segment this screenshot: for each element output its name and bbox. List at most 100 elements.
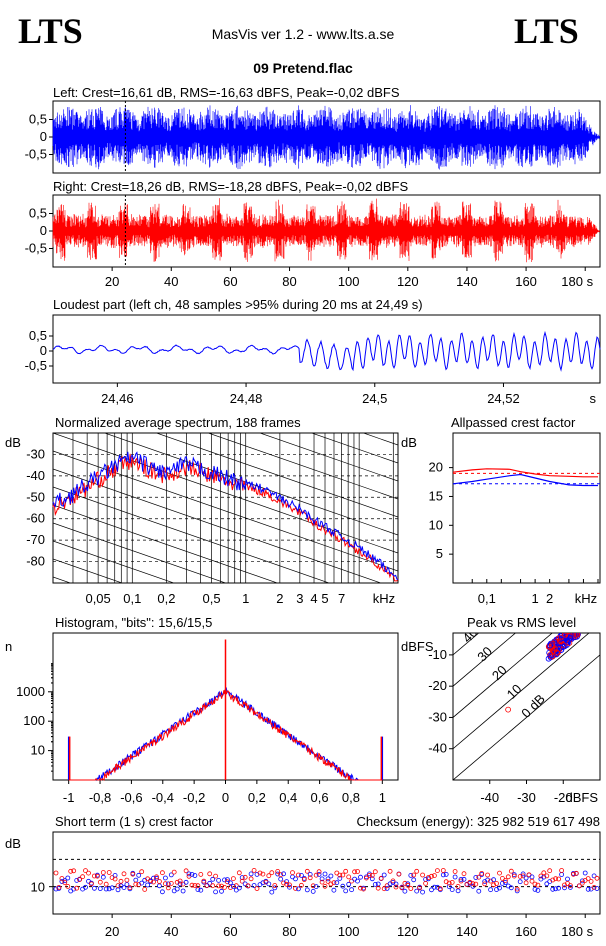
short-crest-right-point (594, 875, 600, 881)
loudest-part-frame (52, 314, 601, 384)
short-crest-right-point (556, 876, 561, 882)
short-crest-right-point (429, 873, 434, 879)
waveform-xtick-label: 160 (515, 274, 537, 289)
short-crest-right-point (387, 868, 393, 874)
short-crest-left-point (420, 889, 426, 895)
waveform-xtick-label: 120 (397, 274, 419, 289)
short-crest-right-point (165, 885, 171, 891)
short-crest-right-point (446, 880, 452, 886)
spectrum-xtick-label: 3 (296, 591, 303, 606)
short-crest-left-point (174, 886, 180, 892)
short-crest-right-point (269, 870, 275, 876)
short-crest-right-point (77, 877, 82, 882)
short-crest-right-point (310, 883, 316, 889)
short-crest-left-point (562, 885, 567, 891)
short-crest-right-point (159, 870, 165, 876)
short-crest-left-point (313, 884, 319, 889)
short-crest-left-point (559, 872, 564, 877)
short-crest-left-point (266, 881, 272, 887)
short-crest-right-point (298, 882, 304, 888)
short-crest-left-point (497, 885, 502, 891)
short-crest-left-point (511, 872, 517, 878)
right-channel-title: Right: Crest=18,26 dB, RMS=-18,28 dBFS, … (53, 179, 408, 194)
short-crest-right-point (390, 878, 396, 884)
short-crest-left-point (529, 874, 535, 880)
crest-ytick-label: 20 (429, 460, 443, 475)
short-crest-left-point (109, 885, 115, 891)
short-crest-right-point (133, 881, 139, 887)
short-crest-left-point (556, 885, 561, 891)
waveform-xtick-label: 140 (456, 274, 478, 289)
spectrum-diagonal-line (53, 450, 398, 572)
crest-ylabel: dB (401, 435, 417, 450)
spectrum-xtick-label: 0,5 (203, 591, 221, 606)
short-crest-left-point (340, 883, 346, 889)
short-crest-right-point (502, 878, 508, 883)
short-crest-right-point (431, 873, 437, 878)
short-crest-left-point (224, 877, 230, 882)
loudest-ytick-label: 0 (40, 343, 47, 358)
short-crest-left-point (83, 884, 88, 890)
peak-rms-xlabel: dBFS (565, 790, 598, 805)
short-crest-right-point (544, 873, 550, 879)
spectrum-xtick-unit: kHz (373, 591, 395, 606)
short-crest-right-point (470, 881, 476, 887)
short-crest-right-point (284, 881, 290, 887)
spectrum-ytick-label: -70 (26, 532, 45, 547)
loudest-ytick-label: -0,5 (25, 358, 47, 373)
short-crest-right-point (148, 878, 154, 883)
spectrum-diagonal-line (310, 433, 398, 464)
short-crest-right-point (514, 886, 520, 892)
crest-left-line (452, 473, 598, 487)
short-crest-right-point (473, 881, 479, 887)
short-crest-right-point (343, 868, 349, 874)
short-crest-left-point (446, 884, 452, 889)
short-crest-left-point (71, 886, 77, 892)
short-crest-right-point (227, 885, 233, 890)
right-channel-waveform (52, 198, 600, 263)
spectrum-xtick-label: 0,1 (123, 591, 141, 606)
short-crest-left-point (485, 877, 491, 883)
short-crest-left-point (579, 878, 585, 884)
short-crest-right-point (423, 881, 429, 886)
spectrum-diagonal-line (103, 433, 398, 536)
left-channel-title: Left: Crest=16,61 dB, RMS=-16,63 dBFS, P… (53, 85, 400, 100)
short-crest-right-point (559, 868, 564, 873)
peak-rms-diagonal-line (453, 633, 590, 750)
short-crest-left-point (278, 876, 284, 882)
short-crest-left-point (452, 874, 458, 880)
short-crest-right-point (254, 886, 260, 891)
short-crest-left-point (103, 886, 109, 892)
peak-rms-diagonal-label: 20 (489, 662, 510, 683)
peak-rms-point (560, 644, 566, 650)
short-crest-xtick-label: 20 (105, 924, 119, 939)
short-crest-right-point (568, 883, 573, 888)
waveform-xtick-label: 100 (338, 274, 360, 289)
short-crest-right-point (352, 869, 358, 875)
short-crest-right-point (532, 881, 538, 887)
short-crest-right-point (130, 871, 136, 877)
short-crest-right-point (127, 885, 133, 891)
spectrum-xtick-label: 0,2 (157, 591, 175, 606)
crest-xtick-label: 1 (531, 591, 538, 606)
short-crest-right-point (529, 878, 535, 884)
peak-rms-diagonal-label: 30 (474, 644, 495, 665)
short-crest-left-point (284, 879, 290, 884)
spectrum-xtick-label: 1 (242, 591, 249, 606)
histogram-xtick-label: 0 (222, 790, 229, 805)
peak-rms-point (560, 634, 567, 641)
short-crest-left-point (585, 886, 591, 892)
short-crest-right-point (316, 869, 322, 875)
short-crest-right-point (393, 884, 399, 890)
spectrum-right-line (52, 453, 399, 582)
short-crest-right-point (541, 870, 547, 876)
short-crest-right-point (588, 879, 594, 884)
short-crest-right-point (86, 870, 91, 876)
short-crest-right-point (491, 882, 497, 888)
short-crest-left-point (236, 885, 242, 891)
histogram-xtick-label: -0,4 (152, 790, 174, 805)
short-crest-right-point (68, 868, 74, 874)
short-crest-right-point (80, 874, 85, 880)
short-crest-left-point (213, 889, 219, 895)
short-crest-right-point (571, 871, 576, 877)
